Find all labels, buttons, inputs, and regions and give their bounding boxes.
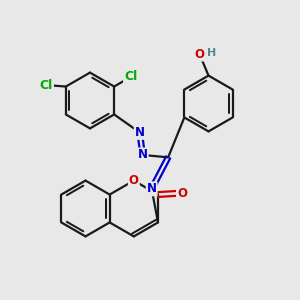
Text: O: O bbox=[194, 47, 205, 61]
Text: Cl: Cl bbox=[40, 79, 53, 92]
Text: N: N bbox=[147, 182, 157, 195]
Text: H: H bbox=[208, 47, 217, 58]
Text: Cl: Cl bbox=[124, 70, 137, 83]
Text: N: N bbox=[138, 148, 148, 161]
Text: O: O bbox=[177, 187, 187, 200]
Text: O: O bbox=[129, 174, 139, 187]
Text: N: N bbox=[135, 126, 145, 139]
